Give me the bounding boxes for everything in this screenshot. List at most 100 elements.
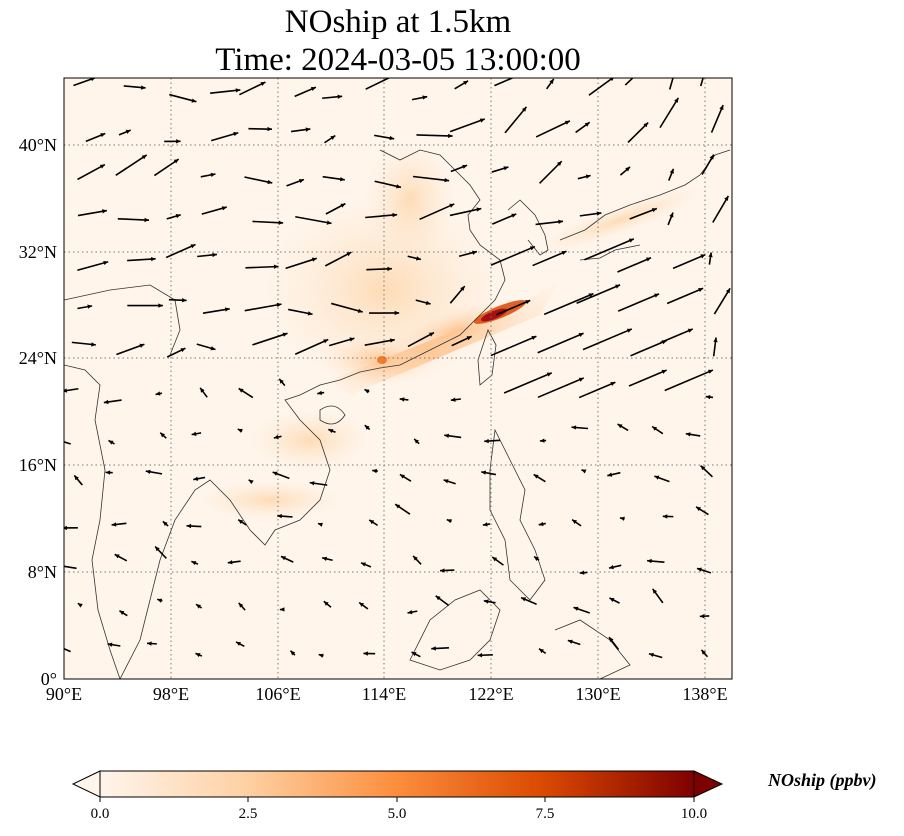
wind-arrow-head <box>227 560 233 565</box>
wind-arrow-shaft <box>244 176 273 184</box>
wind-arrow-shaft <box>77 209 108 217</box>
wind-arrow-head <box>279 607 285 612</box>
wind-arrow-head <box>238 519 244 524</box>
wind-arrow-shaft <box>295 215 332 225</box>
wind-arrow-head <box>522 71 527 75</box>
wind-arrow-head <box>581 469 587 474</box>
wind-arrow-head <box>267 126 273 132</box>
wind-arrow-head <box>705 394 711 400</box>
wind-arrow-head <box>282 332 288 337</box>
wind-arrow-head <box>64 388 68 393</box>
wind-arrow-shaft <box>239 81 266 96</box>
wind-arrow-head <box>108 440 114 445</box>
wind-arrow-head <box>492 556 498 562</box>
wind-arrow-head <box>446 519 452 524</box>
wind-arrow-shaft <box>210 131 239 142</box>
wind-arrow-head <box>387 266 392 272</box>
wind-arrow-head <box>483 599 489 604</box>
wind-arrow-head <box>102 209 107 214</box>
wind-arrow-head <box>567 639 573 644</box>
wind-arrow-head <box>609 637 614 643</box>
wind-arrow-head <box>725 288 731 294</box>
wind-arrow-head <box>64 525 67 531</box>
wind-arrow-head <box>87 304 93 309</box>
wind-arrow-head <box>533 474 539 479</box>
wind-arrow-head <box>389 338 395 343</box>
wind-arrow-head <box>141 154 147 160</box>
wind-arrow-head <box>310 87 316 92</box>
wind-arrow-head <box>340 177 345 182</box>
wind-arrow-head <box>58 439 63 443</box>
wind-arrow-shaft <box>627 122 649 143</box>
wind-arrow-head <box>369 519 375 525</box>
wind-arrow-head <box>700 254 706 259</box>
wind-arrow-head <box>236 641 242 646</box>
wind-arrow-head <box>389 135 395 141</box>
wind-arrow-shaft <box>169 93 197 103</box>
wind-arrow-head <box>609 565 614 570</box>
lon-tick-label: 114°E <box>361 684 407 704</box>
wind-arrow-head <box>578 333 584 338</box>
wind-arrow-shaft <box>407 331 435 348</box>
wind-arrow-head <box>309 481 315 486</box>
wind-arrow-shaft <box>660 328 694 344</box>
wind-arrow-shaft <box>365 213 398 219</box>
lat-tick-label: 16°N <box>18 455 57 475</box>
wind-arrow-head <box>534 556 539 561</box>
wind-arrow-head <box>155 391 161 396</box>
wind-arrow-head <box>643 122 649 128</box>
wind-arrow-shaft <box>537 377 585 399</box>
wind-arrow-head <box>701 649 707 655</box>
wind-arrow-shaft <box>535 120 571 138</box>
wind-arrow-head <box>151 256 156 262</box>
wind-arrow-shaft <box>543 292 594 316</box>
wind-arrow-shaft <box>412 175 450 182</box>
wind-arrow-head <box>328 429 334 434</box>
wind-arrow-head <box>531 336 537 341</box>
wind-arrow-head <box>561 250 567 255</box>
wind-arrow-head <box>448 133 453 139</box>
wind-arrow-head <box>173 159 179 164</box>
wind-arrow-head <box>114 554 120 559</box>
wind-arrow-head <box>579 570 585 575</box>
wind-arrow-head <box>196 604 201 609</box>
wind-arrow-head <box>573 606 579 611</box>
wind-arrow-head <box>322 556 328 561</box>
wind-arrow-shaft <box>245 265 279 269</box>
wind-arrow-head <box>186 523 192 529</box>
wind-arrow-shaft <box>153 158 180 177</box>
wind-arrow-head <box>224 307 230 312</box>
wind-arrow-head <box>662 514 668 519</box>
wind-arrow-shaft <box>495 299 531 316</box>
wind-arrow-head <box>191 98 197 103</box>
wind-arrow-head <box>425 300 431 305</box>
wind-arrow-shaft <box>490 245 536 266</box>
wind-arrow-shaft <box>285 257 317 270</box>
wind-arrow-head <box>610 382 616 387</box>
colorbar-tick-label: 0.0 <box>90 806 110 822</box>
wind-arrow-head <box>399 474 405 479</box>
wind-arrow-shaft <box>588 78 614 96</box>
wind-arrow-head <box>311 257 317 262</box>
wind-arrow-head <box>235 88 241 93</box>
lon-tick-label: 106°E <box>255 684 301 704</box>
wind-arrow-head <box>685 432 691 437</box>
wind-arrow-head <box>77 603 83 608</box>
noship-concentration-field <box>200 140 705 520</box>
wind-arrow-head <box>414 438 419 444</box>
wind-arrow-head <box>267 179 273 185</box>
wind-arrow-head <box>193 476 199 481</box>
wind-arrow-head <box>654 475 660 480</box>
wind-arrow-head <box>279 378 284 384</box>
wind-arrow-head <box>162 521 168 526</box>
wind-arrow-head <box>396 184 401 189</box>
wind-arrow-head <box>191 431 197 436</box>
wind-arrow-head <box>609 598 615 602</box>
lon-tick-label: 122°E <box>468 684 514 704</box>
lat-tick-label: 32°N <box>18 242 57 262</box>
wind-arrow-head <box>652 426 658 431</box>
wind-arrow-shaft <box>449 207 482 217</box>
wind-arrow-head <box>260 82 266 87</box>
wind-arrow-head <box>74 475 79 481</box>
